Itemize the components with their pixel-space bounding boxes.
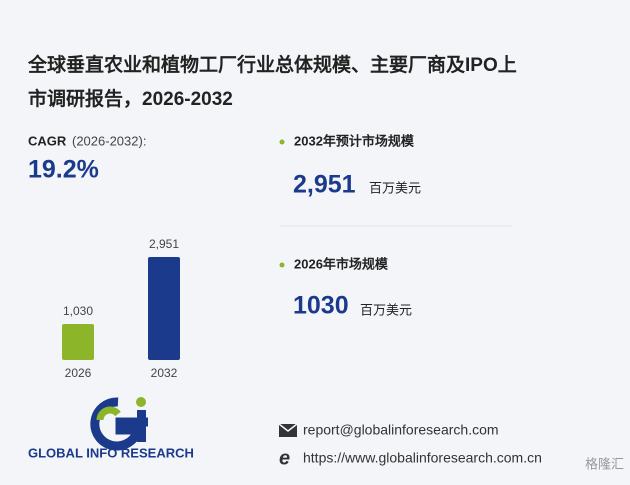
stat-label: 2026年市场规模 [294,256,389,271]
email-icon [278,423,298,437]
website: https://www.globalinforesearch.com.cn [303,450,542,466]
value-label: 2,951 [149,237,179,251]
x-tick-label: 2032 [151,366,178,380]
bullet [279,262,285,268]
title: 全球垂直农业和植物工厂行业总体规模、主要厂商及IPO上 [27,53,517,76]
stat-unit: 百万美元 [369,180,421,195]
bullet [279,139,285,145]
cagr-label: CAGR [28,133,67,148]
bar [62,324,94,360]
title: 市调研报告，2026-2032 [28,87,233,110]
web-icon: e [279,447,290,469]
cagr-value: 19.2% [28,156,99,184]
value-label: 1,030 [63,304,93,318]
bar-chart: 1,030 2026 2,951 2032 [62,237,180,380]
cagr-period: (2026-2032): [72,133,146,148]
watermark: 格隆汇 [585,456,624,471]
x-tick-label: 2026 [65,366,92,380]
stat-label: 2032年预计市场规模 [294,133,415,148]
stat-value: 2,951 [293,171,356,199]
email: report@globalinforesearch.com [303,422,499,438]
logo [90,397,148,451]
bar [148,257,180,360]
stat-value: 1030 [293,292,349,320]
brand: GLOBAL INFO RESEARCH [28,445,194,460]
stat-unit: 百万美元 [360,302,412,317]
